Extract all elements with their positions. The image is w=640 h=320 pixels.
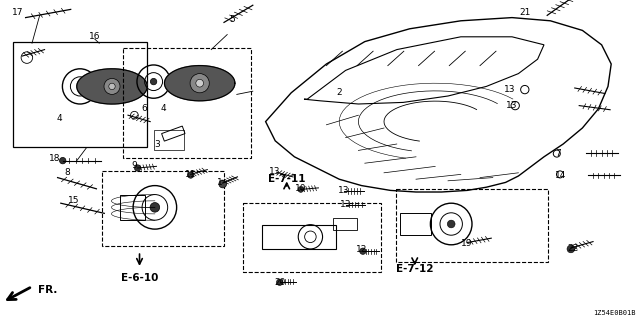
Bar bbox=[123, 48, 251, 158]
Text: 21: 21 bbox=[519, 8, 531, 17]
Text: 13: 13 bbox=[340, 200, 351, 209]
Text: E-7-11: E-7-11 bbox=[268, 173, 305, 184]
Circle shape bbox=[104, 78, 120, 94]
Bar bbox=[162, 126, 185, 141]
Circle shape bbox=[447, 220, 455, 228]
Text: 10: 10 bbox=[295, 184, 307, 193]
Text: 22: 22 bbox=[567, 244, 579, 252]
Circle shape bbox=[60, 157, 66, 164]
Text: E-6-10: E-6-10 bbox=[121, 273, 158, 284]
Circle shape bbox=[109, 83, 115, 90]
Text: 1Z54E0B01B: 1Z54E0B01B bbox=[593, 310, 636, 316]
Bar bbox=[333, 218, 357, 230]
Text: E-7-12: E-7-12 bbox=[396, 264, 433, 274]
Circle shape bbox=[567, 245, 575, 253]
Text: 19: 19 bbox=[461, 239, 473, 248]
Text: 13: 13 bbox=[338, 186, 349, 195]
Text: 17: 17 bbox=[12, 8, 24, 17]
Bar bbox=[396, 189, 548, 262]
Bar bbox=[400, 213, 431, 235]
Text: 4: 4 bbox=[161, 104, 166, 113]
Text: 5: 5 bbox=[230, 15, 235, 24]
Text: 7: 7 bbox=[556, 149, 561, 158]
Text: 20: 20 bbox=[274, 278, 285, 287]
Text: 4: 4 bbox=[56, 114, 61, 123]
Text: 13: 13 bbox=[506, 101, 518, 110]
Circle shape bbox=[298, 187, 304, 192]
Bar bbox=[120, 195, 145, 220]
Text: FR.: FR. bbox=[38, 285, 58, 295]
Text: 1: 1 bbox=[217, 178, 222, 187]
Circle shape bbox=[276, 279, 283, 285]
Circle shape bbox=[219, 180, 227, 188]
Bar bbox=[243, 203, 381, 272]
Circle shape bbox=[188, 172, 194, 178]
Bar bbox=[262, 225, 336, 249]
Text: 12: 12 bbox=[356, 245, 367, 254]
Bar bbox=[154, 130, 184, 150]
Circle shape bbox=[150, 78, 157, 85]
Polygon shape bbox=[164, 66, 235, 101]
Circle shape bbox=[190, 74, 209, 93]
Text: 6: 6 bbox=[141, 104, 147, 113]
Circle shape bbox=[77, 83, 83, 90]
Text: 18: 18 bbox=[49, 154, 60, 163]
Text: 11: 11 bbox=[185, 170, 196, 179]
Polygon shape bbox=[77, 69, 147, 104]
Text: 16: 16 bbox=[89, 32, 100, 41]
Text: 3: 3 bbox=[154, 140, 159, 148]
Text: 2: 2 bbox=[337, 88, 342, 97]
Text: 8: 8 bbox=[65, 168, 70, 177]
Text: 13: 13 bbox=[269, 167, 281, 176]
Bar bbox=[13, 42, 147, 147]
Text: 14: 14 bbox=[555, 171, 566, 180]
Text: 9: 9 bbox=[132, 161, 137, 170]
Circle shape bbox=[196, 79, 204, 87]
Circle shape bbox=[150, 203, 160, 212]
Text: 13: 13 bbox=[504, 85, 516, 94]
Text: 15: 15 bbox=[68, 196, 79, 204]
Circle shape bbox=[134, 165, 141, 171]
Bar bbox=[102, 171, 224, 246]
Circle shape bbox=[360, 248, 366, 254]
